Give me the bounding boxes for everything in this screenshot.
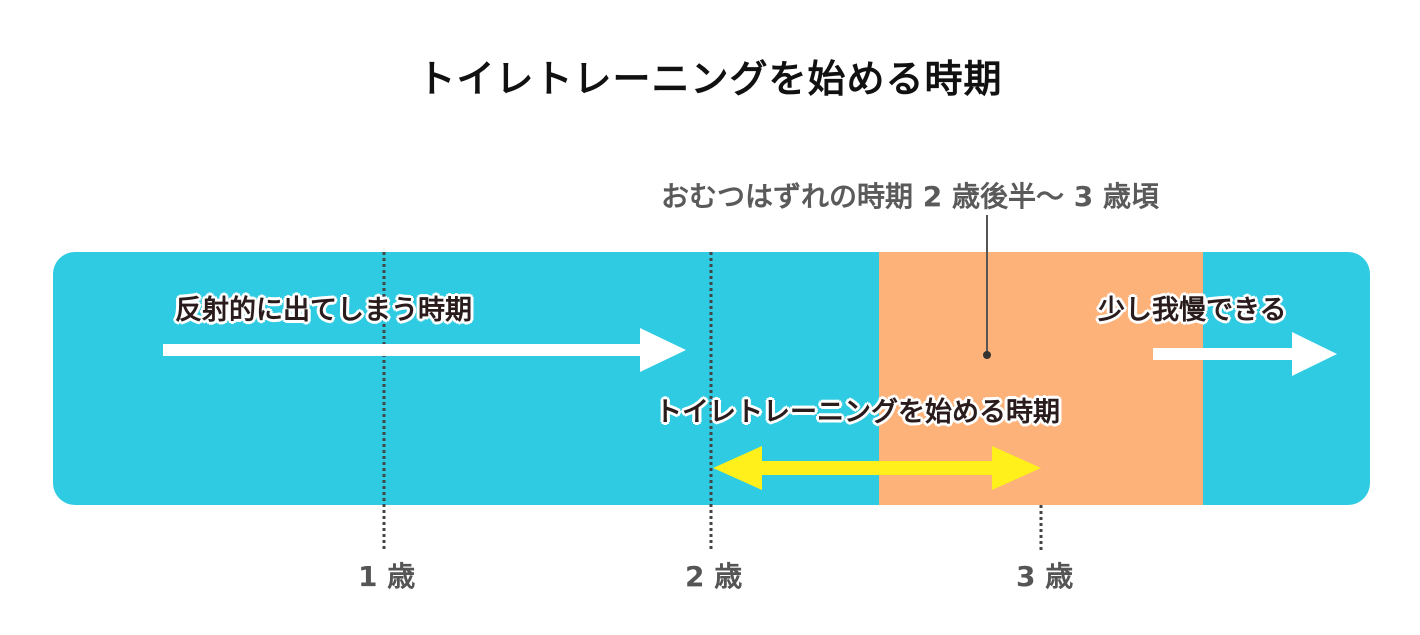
age-label-3: 3 歳 (1016, 560, 1074, 593)
callout-pointer-dot (983, 351, 991, 359)
reflex-arrow (163, 328, 686, 372)
page-title: トイレトレーニングを始める時期 (417, 57, 1003, 101)
hold-period-label: 少し我慢できる (1098, 295, 1287, 326)
age-label-1: 1 歳 (358, 560, 416, 593)
reflex-period-label: 反射的に出てしまう時期 (175, 295, 472, 326)
callout-label: おむつはずれの時期 2 歳後半～ 3 歳頃 (661, 180, 1159, 213)
hold-arrow (1153, 332, 1337, 376)
training-double-arrow (713, 446, 1041, 490)
age-label-2: 2 歳 (685, 560, 743, 593)
training-start-label: トイレトレーニングを始める時期 (655, 397, 1060, 428)
